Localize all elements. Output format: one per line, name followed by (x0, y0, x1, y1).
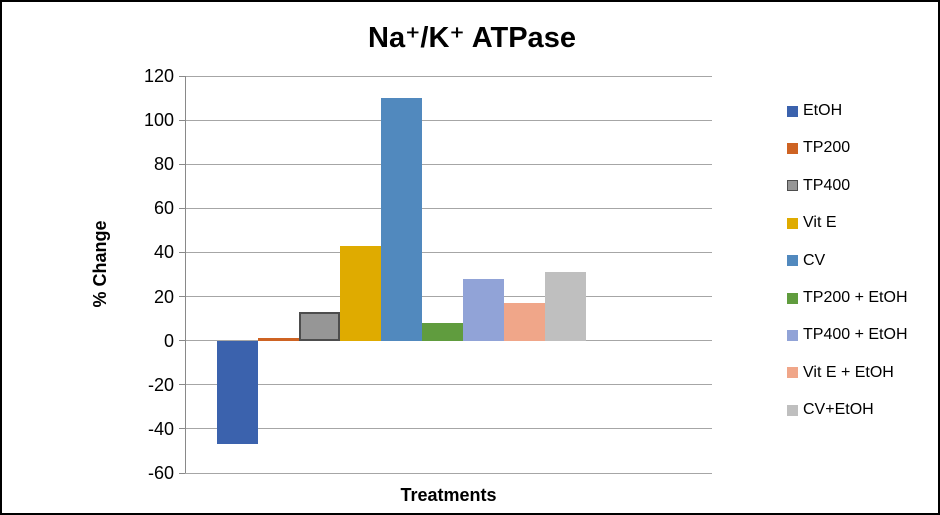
x-axis-title: Treatments (400, 485, 497, 505)
legend-swatch-cv-etoh (787, 404, 798, 416)
y-tick-label: 40 (153, 242, 174, 263)
y-axis-tick (179, 251, 185, 253)
legend-item-etoh: EtOH (787, 102, 842, 120)
bar-cv-etoh (545, 272, 586, 341)
legend-swatch-cv (787, 255, 798, 267)
legend-item-tp400: TP400 (787, 177, 850, 195)
bar-tp400 (299, 311, 340, 341)
legend-label-tp200-etoh: TP200 + EtOH (803, 289, 908, 306)
y-axis-tick (179, 75, 185, 77)
gridline (185, 340, 712, 342)
legend-label-etoh: EtOH (803, 102, 843, 119)
bar-tp400-etoh (463, 278, 504, 341)
y-axis-tick (179, 296, 185, 298)
y-axis-tick (179, 472, 185, 474)
legend-swatch-tp200 (787, 142, 798, 154)
y-tick-label: 100 (143, 110, 174, 131)
legend-label-tp400: TP400 (803, 176, 851, 194)
legend-label-cv-etoh: CV+EtOH (803, 401, 874, 419)
legend-swatch-tp400-etoh (787, 329, 798, 341)
legend-label-tp400-etoh: TP400 + EtOH (803, 326, 908, 344)
legend-label-tp200: TP200 (803, 139, 851, 157)
legend-item-tp400-etoh: TP400 + EtOH (787, 326, 908, 344)
legend-swatch-tp400 (787, 180, 798, 192)
legend-item-cv-etoh: CV+EtOH (787, 401, 874, 419)
y-tick-label: 120 (143, 66, 174, 86)
bar-cv (381, 98, 422, 341)
y-tick-label: 80 (153, 154, 174, 175)
bar-etoh (217, 340, 258, 445)
chart-title: Na⁺/K⁺ ATPase (368, 22, 576, 54)
y-axis-tick (179, 119, 185, 121)
y-tick-label: 0 (163, 330, 174, 351)
bar-vit-e (340, 245, 381, 341)
y-axis-tick (179, 340, 185, 342)
y-axis-tick (179, 207, 185, 209)
legend-swatch-etoh (787, 105, 798, 117)
gridline (185, 428, 712, 430)
y-axis-tick (179, 428, 185, 430)
legend-label-vit-e: Vit E (803, 214, 837, 232)
bar-tp200-etoh (422, 323, 463, 341)
legend-item-cv: CV (787, 252, 825, 270)
gridline (185, 296, 712, 298)
legend-item-tp200-etoh: TP200 + EtOH (787, 289, 908, 307)
gridline (185, 384, 712, 386)
legend-swatch-vit-e-etoh (787, 367, 798, 379)
y-tick-label: 60 (153, 198, 174, 219)
y-axis-tick (179, 384, 185, 386)
gridline (185, 251, 712, 253)
legend-label-vit-e-etoh: Vit E + EtOH (803, 363, 894, 381)
legend-swatch-vit-e (787, 217, 798, 229)
legend-item-tp200: TP200 (787, 139, 850, 157)
gridline (185, 472, 712, 474)
gridline (185, 207, 712, 209)
y-tick-label: -60 (147, 463, 174, 483)
y-tick-label: 20 (153, 286, 174, 307)
legend-label-cv: CV (803, 251, 826, 269)
gridline (185, 75, 712, 77)
legend-item-vit-e: Vit E (787, 214, 837, 232)
legend-swatch-tp200-etoh (787, 292, 798, 304)
bar-vit-e-etoh (504, 303, 545, 341)
y-tick-label: -20 (147, 374, 174, 395)
gridline (185, 119, 712, 121)
y-axis-line (185, 76, 186, 473)
gridline (185, 163, 712, 165)
bar-tp200 (258, 338, 299, 341)
y-tick-label: -40 (147, 418, 174, 439)
legend-item-vit-e-etoh: Vit E + EtOH (787, 364, 894, 382)
y-axis-tick (179, 163, 185, 165)
